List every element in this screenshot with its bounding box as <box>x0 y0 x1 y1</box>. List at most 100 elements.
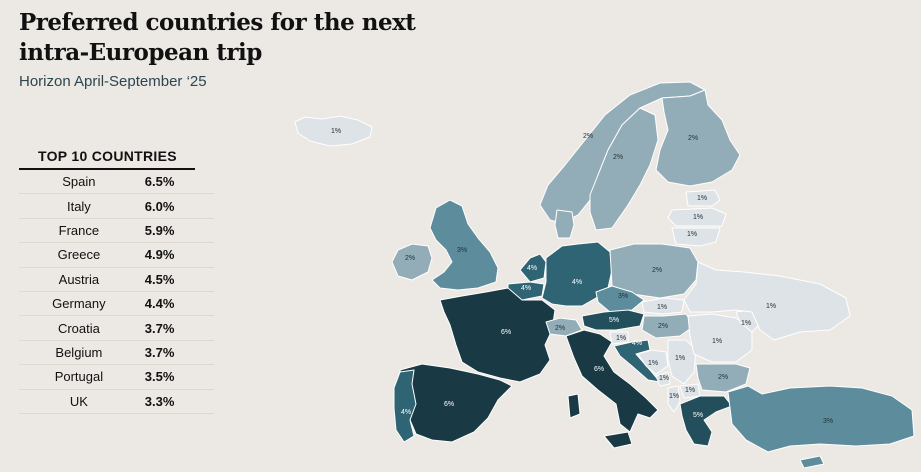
label-portugal: 4% <box>401 409 411 416</box>
region-latvia[interactable] <box>667 207 727 227</box>
label-czechia: 3% <box>618 293 628 300</box>
country-share: 4.9% <box>144 247 175 263</box>
label-ukraine: 1% <box>766 303 776 310</box>
label-austria: 5% <box>609 317 619 324</box>
region-sardinia[interactable] <box>567 393 581 419</box>
country-share: 5.9% <box>144 222 175 238</box>
region-slovakia[interactable] <box>641 297 685 315</box>
table-row: France 5.9% <box>19 219 214 244</box>
label-bosnia: 1% <box>648 360 658 367</box>
country-share: 3.3% <box>144 393 175 409</box>
region-lithuania[interactable] <box>671 227 721 247</box>
label-sweden: 2% <box>613 154 623 161</box>
label-netherlands: 4% <box>527 265 537 272</box>
table-row: Spain 6.5% <box>19 170 214 195</box>
label-bulgaria: 2% <box>718 374 728 381</box>
country-share: 3.5% <box>144 369 175 385</box>
country-name: Belgium <box>55 344 103 360</box>
country-name: Germany <box>52 296 106 312</box>
country-name: France <box>58 222 100 238</box>
region-turkey[interactable] <box>727 385 915 453</box>
region-romania[interactable] <box>687 313 753 363</box>
region-france[interactable] <box>439 287 556 383</box>
country-name: Spain <box>62 174 96 190</box>
table-row: Croatia 3.7% <box>19 316 214 341</box>
label-france: 6% <box>501 329 511 336</box>
region-sicily[interactable] <box>603 431 633 449</box>
region-serbia[interactable] <box>667 339 697 385</box>
label-greece: 5% <box>693 412 703 419</box>
region-estonia[interactable] <box>685 189 721 207</box>
table-row: Austria 4.5% <box>19 268 214 292</box>
label-uk: 3% <box>457 247 467 254</box>
table-row: Belgium 3.7% <box>19 341 214 366</box>
region-montenegro[interactable] <box>655 371 671 387</box>
label-switzerland: 2% <box>555 325 565 332</box>
country-name: Greece <box>57 247 101 263</box>
label-slovakia: 1% <box>657 304 667 311</box>
country-share: 4.4% <box>144 296 175 312</box>
country-share: 3.7% <box>144 320 175 336</box>
region-italy[interactable] <box>565 329 659 433</box>
label-montenegro: 1% <box>659 375 669 382</box>
region-switzerland[interactable] <box>545 317 583 337</box>
region-ireland[interactable] <box>391 243 433 281</box>
page-subtitle: Horizon April-September ‘25 <box>19 73 207 90</box>
label-iceland: 1% <box>331 128 341 135</box>
table-row: Italy 6.0% <box>19 194 214 219</box>
table-row: Germany 4.4% <box>19 292 214 317</box>
region-greece[interactable] <box>679 395 733 447</box>
region-slovenia[interactable] <box>609 331 629 345</box>
country-share: 6.5% <box>144 174 175 190</box>
page-title: Preferred countries for the next intra-E… <box>19 9 416 66</box>
label-poland: 2% <box>652 267 662 274</box>
table-row: Portugal 3.5% <box>19 365 214 390</box>
country-name: UK <box>69 393 88 409</box>
label-italy: 6% <box>594 366 604 373</box>
table-row: UK 3.3% <box>19 390 214 414</box>
region-finland[interactable] <box>655 89 741 187</box>
table-row: Greece 4.9% <box>19 243 214 268</box>
label-romania: 1% <box>712 338 722 345</box>
top10-table: TOP 10 COUNTRIES Spain 6.5% Italy 6.0% Fra… <box>19 148 214 414</box>
label-spain: 6% <box>444 401 454 408</box>
region-austria[interactable] <box>581 309 645 331</box>
label-macedonia: 1% <box>685 387 695 394</box>
region-uk[interactable] <box>429 199 499 291</box>
region-cyprus[interactable] <box>799 455 825 469</box>
label-moldova: 1% <box>741 320 751 327</box>
region-iceland[interactable] <box>294 115 373 147</box>
label-germany: 4% <box>572 279 582 286</box>
label-albania: 1% <box>669 393 679 400</box>
label-belgium: 4% <box>521 285 531 292</box>
label-norway: 2% <box>583 133 593 140</box>
label-turkey: 3% <box>823 418 833 425</box>
label-croatia: 4% <box>632 340 642 347</box>
label-slovenia: 1% <box>616 335 626 342</box>
country-share: 4.5% <box>144 271 175 287</box>
country-name: Austria <box>58 271 100 287</box>
region-czechia[interactable] <box>595 285 645 313</box>
top10-heading: TOP 10 COUNTRIES <box>19 148 195 170</box>
label-estonia: 1% <box>697 195 707 202</box>
label-finland: 2% <box>688 135 698 142</box>
region-bosnia[interactable] <box>637 349 669 375</box>
region-denmark[interactable] <box>554 209 575 239</box>
label-serbia: 1% <box>675 355 685 362</box>
region-bulgaria[interactable] <box>695 363 751 393</box>
region-hungary[interactable] <box>641 313 695 339</box>
label-latvia: 1% <box>693 214 703 221</box>
country-name: Italy <box>66 198 91 214</box>
region-portugal[interactable] <box>393 369 417 443</box>
label-lithuania: 1% <box>687 231 697 238</box>
label-ireland: 2% <box>405 255 415 262</box>
region-albania[interactable] <box>667 385 681 413</box>
country-name: Portugal <box>54 369 104 385</box>
country-share: 3.7% <box>144 344 175 360</box>
region-sweden[interactable] <box>589 107 659 231</box>
region-ukraine[interactable] <box>683 261 851 341</box>
country-name: Croatia <box>57 320 100 336</box>
region-croatia[interactable] <box>613 339 661 383</box>
label-hungary: 2% <box>658 323 668 330</box>
